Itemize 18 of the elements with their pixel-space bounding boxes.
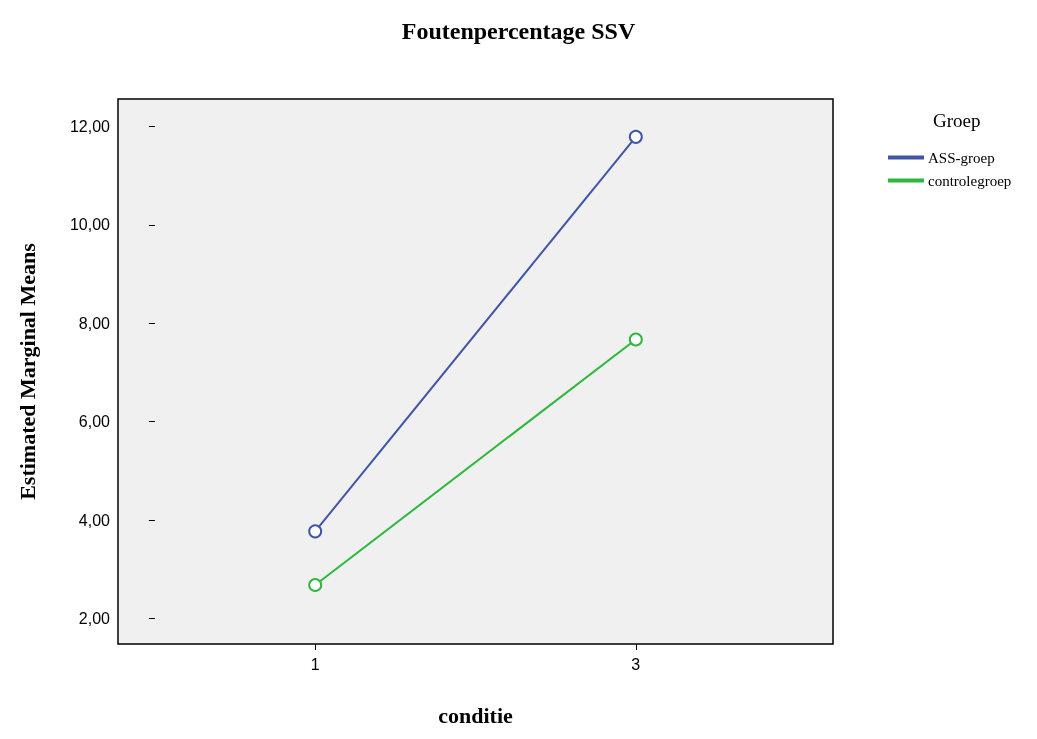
y-tick-label: 6,00 xyxy=(78,413,111,431)
legend-label: ASS-groep xyxy=(928,149,995,166)
y-tick-label: 10,00 xyxy=(69,216,111,234)
x-axis-title: conditie xyxy=(438,702,513,728)
point xyxy=(308,524,323,539)
y-tick-label: 4,00 xyxy=(78,511,111,529)
x-tick-label: 1 xyxy=(310,655,320,673)
y-axis-title: Estimated Marginal Means xyxy=(14,242,40,500)
y-tick-label: 2,00 xyxy=(78,609,111,627)
legend-title: Groep xyxy=(933,110,981,131)
point xyxy=(628,129,643,144)
legend-label: controlegroep xyxy=(928,172,1012,189)
point xyxy=(308,577,323,592)
chart-title: Foutenpercentage SSV xyxy=(401,18,636,44)
y-tick-label: 12,00 xyxy=(69,118,111,136)
y-tick-label: 8,00 xyxy=(78,314,111,332)
x-tick-label: 3 xyxy=(631,655,641,673)
point xyxy=(628,332,643,347)
